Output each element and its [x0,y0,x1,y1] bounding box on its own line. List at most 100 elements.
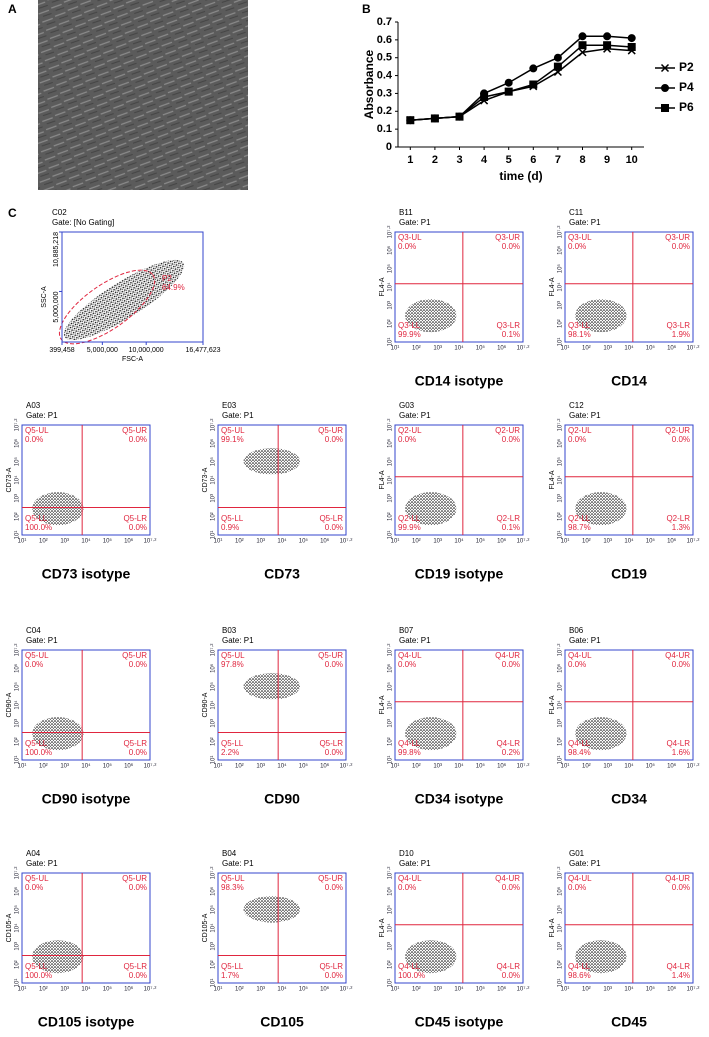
quadrant-name: Q4-UL [398,874,422,883]
quadrant-name: Q5-UR [318,426,343,435]
quadrant-name: Q4-LL [398,962,421,971]
y-tick-label: 10² [558,319,564,328]
quadrant-percent: 0.0% [325,523,343,532]
x-tick-label: 10¹ [391,346,400,352]
caption: CD14 [611,373,647,389]
quadrant-name: Q4-UR [495,651,520,660]
event-cloud [405,717,457,751]
x-tick-label: 10² [582,764,591,770]
x-tick-label: 10⁷·² [687,763,700,770]
plot-frame [564,872,694,984]
quadrant-percent: 0.0% [25,660,43,669]
event-cloud [32,717,84,751]
gate-label: Gate: P1 [222,859,254,868]
quadrant-name: Q5-UL [25,651,49,660]
quadrant-percent: 0.0% [398,660,416,669]
gate-label: Gate: P1 [569,859,601,868]
x-tick-label: 10³ [60,987,69,993]
quadrant-name: Q5-LR [319,514,343,523]
quadrant-name: Q4-LL [568,962,591,971]
quadrant-percent: 100.0% [25,523,52,532]
series-line [410,48,632,121]
x-tick-label: 10⁷·² [340,763,353,770]
y-tick-label: 10⁶ [387,438,394,448]
quadrant-name: Q3-UL [568,233,592,242]
gate-label: Gate: P1 [26,411,58,420]
y-tick-label: 0 [386,141,392,153]
quadrant-name: Q5-UL [25,426,49,435]
y-tick-label: 10¹ [558,338,564,347]
y-axis-label: CD73-A [202,467,209,492]
y-axis-label: FL4-A [379,695,386,714]
y-tick-label: 10⁷·² [14,644,21,657]
y-tick-label: 10² [15,960,21,969]
x-tick-label: 10⁴ [624,986,634,993]
panel-label: A [8,2,17,16]
x-tick-label: 10⁶ [320,986,330,993]
growth-chart: 0 0.1 0.2 0.3 0.4 0.5 0.6 0.7 1 2 3 4 5 6 7 8 9 10 time (d… [362,16,694,183]
quadrant-percent: 0.0% [672,435,690,444]
y-tick-label: 10⁷·² [387,226,394,239]
x-tick-label: 10⁶ [124,538,134,545]
x-tick-label: 10³ [433,539,442,545]
y-tick-label: 10⁶ [210,663,217,673]
event-cloud [405,492,457,526]
quadrant-percent: 98.6% [568,971,591,980]
x-tick-label: 10⁶ [667,763,677,770]
y-tick-label: 10² [211,960,217,969]
quadrant-percent: 0.0% [129,523,147,532]
quadrant-percent: 99.8% [398,748,421,757]
panel-label: C [8,206,17,220]
y-tick-label: 0.5 [377,52,392,64]
marker [529,64,538,73]
quadrant-percent: 0.0% [129,435,147,444]
y-tick-label: 10⁷·² [210,644,217,657]
quadrant-name: Q3-LR [666,321,690,330]
quadrant-percent: 0.0% [325,971,343,980]
y-tick-label: 10⁶ [557,438,564,448]
plot-id: D10 [399,849,414,858]
x-tick-label: 10² [582,346,591,352]
y-tick-label: 10¹ [211,979,217,988]
plot-frame [394,649,524,761]
x-tick-label: 10⁴ [454,538,464,545]
event-cloud [575,492,627,526]
y-axis-label: FL4-A [379,277,386,296]
region-value: 64.9% [162,283,185,292]
y-tick-label: 10⁵ [387,905,394,915]
y-axis-label: CD105-A [6,913,13,942]
x-tick-label: 10³ [433,764,442,770]
x-tick-label: 1 [407,154,413,166]
quadrant-percent: 0.0% [325,435,343,444]
quadrant-name: Q4-LR [496,962,520,971]
caption: CD90 isotype [42,791,131,807]
plot-frame [394,231,524,343]
x-tick-label: 6 [530,154,536,166]
quadrant-percent: 0.0% [502,242,520,251]
marker [455,112,464,121]
quadrant-percent: 1.4% [672,971,690,980]
marker [578,41,587,50]
y-tick-label: 10⁴ [557,282,564,292]
x-tick-label: 10⁴ [277,538,287,545]
y-tick-label: 0.7 [377,16,392,28]
x-axis-label: time (d) [499,169,542,183]
y-tick-label: 10¹ [15,979,21,988]
y-tick-label: 0.6 [377,34,392,46]
quadrant-name: Q5-LL [25,962,48,971]
x-tick-label: 10³ [256,987,265,993]
y-tick-label: 10³ [388,494,394,503]
quadrant-percent: 0.0% [502,660,520,669]
y-tick-label: 10⁷·² [210,419,217,432]
y-tick-label: 10⁷·² [210,867,217,880]
x-tick-label: 10⁷·² [687,345,700,352]
x-tick-label: 10⁴ [81,763,91,770]
gate-label: Gate: P1 [222,411,254,420]
y-tick-label: 10⁵ [210,905,217,915]
quadrant-name: Q4-UL [568,874,592,883]
x-tick-label: 3 [456,154,462,166]
plot-id: A03 [26,401,41,410]
caption: CD19 isotype [415,566,504,582]
quadrant-name: Q5-LL [25,739,48,748]
marker [553,53,562,62]
